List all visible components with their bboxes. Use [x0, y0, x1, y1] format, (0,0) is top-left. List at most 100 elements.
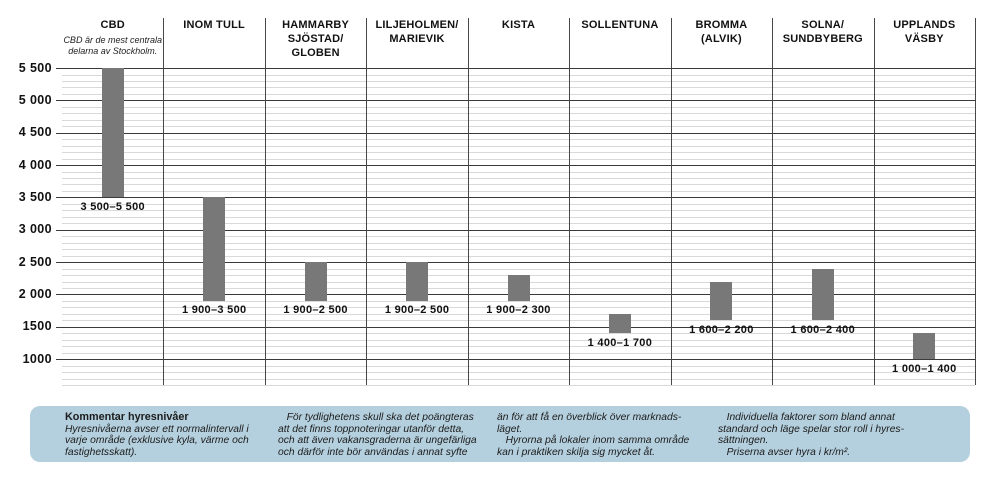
- minor-gridline: [62, 385, 975, 386]
- range-bar: [101, 68, 124, 198]
- column-separator: [569, 18, 571, 385]
- column-separator: [772, 18, 774, 385]
- minor-gridline: [62, 171, 975, 173]
- bar-range-label: 1 900–2 300: [486, 304, 551, 317]
- comment-col2-text: För tydlighetens skull ska det poängtera…: [278, 412, 477, 458]
- minor-gridline: [62, 210, 975, 212]
- column-separator: [264, 18, 266, 385]
- minor-gridline: [62, 333, 975, 335]
- range-bar: [913, 333, 936, 360]
- column-header: UPPLANDS VÄSBY: [893, 19, 956, 45]
- comment-col4-text: Individuella faktorer som bland annat st…: [718, 412, 905, 458]
- minor-gridline: [62, 152, 975, 154]
- minor-gridline: [62, 307, 975, 309]
- comment-box: Kommentar hyresnivåer Hyresnivåerna avse…: [30, 406, 970, 462]
- minor-gridline: [62, 178, 975, 179]
- y-axis-tick-label: 3 000: [18, 222, 52, 237]
- minor-gridline: [62, 93, 975, 95]
- minor-gridline: [62, 87, 975, 89]
- bar-range-label: 1 600–2 200: [689, 323, 754, 336]
- minor-gridline: [62, 158, 975, 160]
- minor-gridline: [62, 126, 975, 128]
- minor-gridline: [62, 352, 975, 354]
- column-separator: [163, 18, 165, 385]
- major-gridline: [56, 132, 975, 134]
- range-bar: [608, 313, 631, 334]
- minor-gridline: [62, 139, 975, 141]
- range-bar: [203, 197, 226, 301]
- range-bar: [304, 262, 327, 301]
- bar-range-label: 1 000–1 400: [892, 362, 957, 375]
- y-axis-tick-label: 1000: [22, 351, 52, 366]
- range-bar: [710, 281, 733, 321]
- major-gridline: [56, 326, 975, 328]
- y-axis-tick-label: 4 500: [18, 125, 52, 140]
- major-gridline: [56, 262, 975, 264]
- major-gridline: [56, 68, 975, 69]
- minor-gridline: [62, 113, 975, 115]
- minor-gridline: [62, 339, 975, 341]
- y-axis-tick-label: 3 500: [18, 189, 52, 204]
- major-gridline: [56, 229, 975, 231]
- major-gridline: [56, 100, 975, 102]
- column-header: INOM TULL: [183, 19, 245, 31]
- comment-column-1: Kommentar hyresnivåer Hyresnivåerna avse…: [65, 411, 277, 458]
- y-axis-tick-label: 5 000: [18, 92, 52, 107]
- comment-col3-text: än för att få en överblick över marknads…: [497, 412, 690, 458]
- y-axis-tick-label: 2 500: [18, 254, 52, 269]
- bar-range-label: 1 900–2 500: [283, 304, 348, 317]
- minor-gridline: [62, 242, 975, 244]
- minor-gridline: [62, 249, 975, 251]
- column-header: CBD CBD är de mest centrala delarna av St…: [63, 19, 162, 57]
- minor-gridline: [62, 184, 975, 186]
- minor-gridline: [62, 313, 975, 315]
- column-header: SOLNA/ SUNDBYBERG: [782, 19, 863, 45]
- minor-gridline: [62, 378, 975, 380]
- column-header: KISTA: [501, 19, 536, 31]
- comment-col1-text: Hyresnivåerna avser ett normalintervall …: [65, 423, 249, 458]
- column-header: HAMMARBY SJÖSTAD/ GLOBEN: [282, 19, 350, 59]
- column-separator: [670, 18, 672, 385]
- range-bar: [406, 262, 429, 301]
- minor-gridline: [62, 80, 975, 82]
- column-header: LILJEHOLMEN/ MARIEVIK: [375, 19, 459, 45]
- minor-gridline: [62, 223, 975, 225]
- major-gridline: [56, 165, 975, 166]
- minor-gridline: [62, 203, 975, 205]
- minor-gridline: [62, 365, 975, 367]
- y-axis-tick-label: 5 500: [18, 60, 52, 75]
- column-separator: [467, 18, 469, 385]
- minor-gridline: [62, 216, 975, 218]
- range-bar: [811, 268, 834, 321]
- bar-range-label: 1 600–2 400: [790, 323, 856, 336]
- minor-gridline: [62, 255, 975, 257]
- minor-gridline: [62, 190, 975, 192]
- bar-range-label: 1 900–3 500: [181, 304, 247, 317]
- minor-gridline: [62, 236, 975, 238]
- y-axis-tick-label: 4 000: [18, 157, 52, 172]
- minor-gridline: [62, 268, 975, 270]
- minor-gridline: [62, 119, 975, 121]
- major-gridline: [56, 197, 975, 199]
- minor-gridline: [62, 346, 975, 348]
- minor-gridline: [62, 74, 975, 76]
- bar-range-label: 3 500–5 500: [80, 200, 145, 213]
- minor-gridline: [62, 106, 975, 108]
- major-gridline: [56, 359, 975, 361]
- minor-gridline: [62, 320, 975, 322]
- column-header: SOLLENTUNA: [581, 19, 659, 31]
- minor-gridline: [62, 300, 975, 302]
- column-separator: [975, 18, 976, 385]
- column-header-subtitle: CBD är de mest centrala delarna av Stock…: [63, 34, 162, 57]
- comment-title: Kommentar hyresnivåer: [65, 411, 189, 423]
- minor-gridline: [62, 372, 975, 374]
- column-header: BROMMA (ALVIK): [695, 19, 748, 45]
- y-axis-tick-label: 2 000: [18, 286, 52, 301]
- column-separator: [873, 18, 875, 385]
- bar-range-label: 1 900–2 500: [384, 304, 450, 317]
- range-bar: [507, 275, 530, 301]
- bar-range-label: 1 400–1 700: [587, 336, 653, 349]
- y-axis-tick-label: 1500: [22, 319, 52, 334]
- minor-gridline: [62, 145, 975, 147]
- column-separator: [366, 18, 368, 385]
